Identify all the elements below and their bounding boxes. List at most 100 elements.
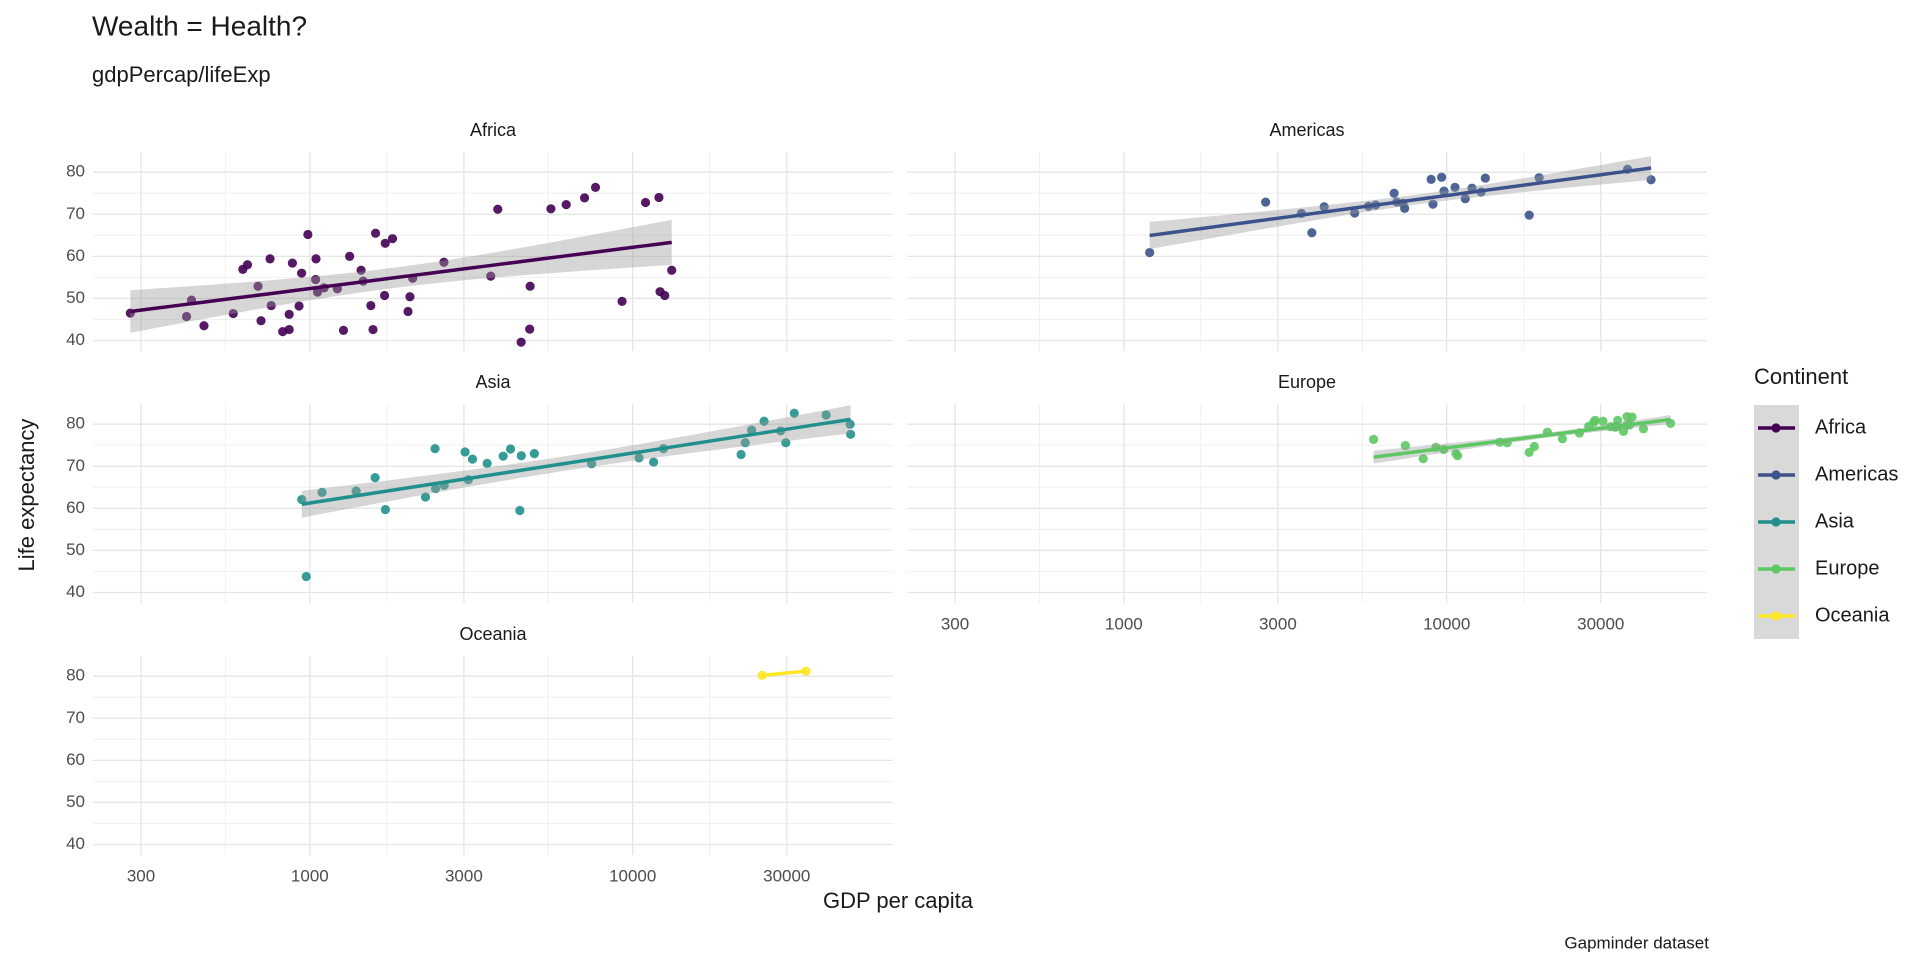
point [1557,434,1568,444]
point [846,429,856,439]
point [266,300,276,311]
point [1453,451,1463,461]
point [1598,416,1608,426]
point [736,449,746,460]
trend-line [1373,417,1671,459]
x-tick-label: 300 [127,866,155,885]
point [525,324,535,334]
point [1400,441,1410,451]
point [439,257,449,267]
point [379,290,390,301]
point [1369,434,1379,444]
x-axis-label: GDP per capita [823,888,974,913]
point [199,321,209,331]
point [1426,174,1436,184]
point [1450,182,1460,192]
point [345,251,355,261]
facet-label: Oceania [459,624,527,644]
point [655,287,665,297]
point [789,408,799,418]
trend-line [762,669,807,678]
point [757,670,767,680]
point [253,281,263,291]
point [297,268,307,278]
x-tick-label: 1000 [291,866,329,885]
point [256,316,266,326]
y-tick-label: 50 [66,288,85,307]
point [265,254,275,264]
point [845,419,855,429]
point [493,204,503,214]
point [516,451,526,461]
x-tick-label: 300 [941,614,969,633]
point [740,438,750,448]
caption: Gapminder dataset [1564,933,1709,952]
chart-subtitle: gdpPercap/lifeExp [92,62,271,87]
point [370,228,381,238]
point [301,571,311,582]
point [516,337,526,347]
point [1460,194,1470,204]
point [590,182,601,192]
facet-label: Africa [470,120,517,140]
point [460,447,470,457]
point [356,265,366,275]
legend-key-point [1771,517,1781,527]
point [317,487,327,497]
point [181,311,192,322]
y-tick-label: 70 [66,456,85,475]
point [498,451,508,461]
point [467,454,478,464]
point [1350,208,1360,218]
y-tick-label: 70 [66,204,85,223]
trend-line [301,417,851,506]
point [1400,203,1410,213]
point [1439,186,1449,196]
point [667,265,677,275]
y-tick-label: 60 [66,246,85,265]
trend-line [130,240,672,314]
legend-label: Americas [1815,463,1898,485]
point [579,193,590,203]
point [525,281,535,291]
point [405,292,415,302]
point [634,453,644,463]
point [387,234,398,244]
point [368,324,378,335]
point [1534,173,1544,183]
facet-label: Europe [1278,372,1336,392]
legend-key-point [1771,611,1781,621]
point [1428,199,1438,209]
point [561,199,571,210]
point [1319,202,1329,212]
point [654,192,664,203]
x-tick-label: 3000 [445,866,483,885]
point [351,486,361,496]
point [1480,173,1490,183]
point [1307,228,1317,238]
facet-label: Asia [475,372,511,392]
point [1261,197,1271,207]
point [403,306,413,317]
point [546,204,556,214]
x-tick-label: 30000 [1577,614,1624,633]
point [312,287,323,297]
y-tick-label: 40 [66,330,85,349]
point [420,492,431,502]
point [747,425,757,435]
y-tick-label: 50 [66,792,85,811]
point [1389,188,1399,198]
y-tick-label: 60 [66,750,85,769]
point [311,274,321,285]
legend-key-point [1771,564,1781,574]
point [431,483,441,494]
point [781,438,791,448]
point [1524,210,1534,220]
point [380,505,390,515]
y-tick-label: 80 [66,666,85,685]
point [617,296,627,306]
point [303,229,313,240]
y-tick-label: 40 [66,582,85,601]
x-tick-label: 3000 [1259,614,1297,633]
